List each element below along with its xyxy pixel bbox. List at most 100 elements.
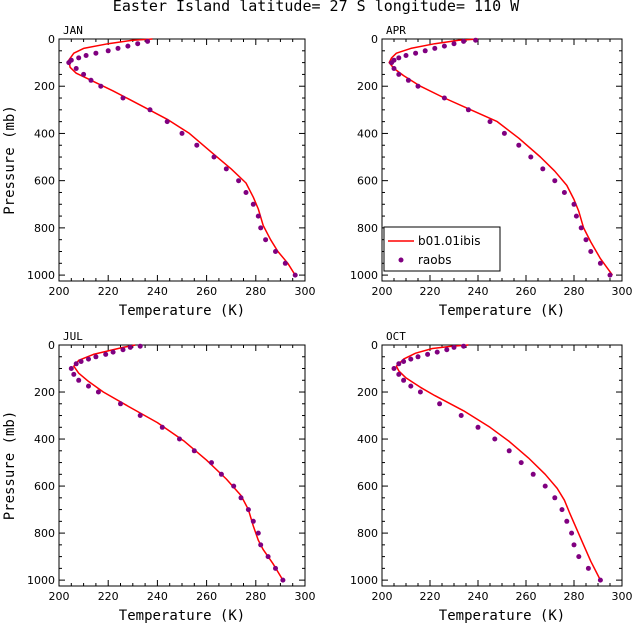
raobs-point: [408, 383, 414, 389]
x-axis-title: Temperature (K): [439, 608, 565, 624]
raobs-point: [258, 225, 264, 231]
raobs-point: [458, 413, 464, 418]
x-tick-label: 200: [372, 590, 393, 603]
raobs-point: [250, 201, 256, 207]
x-tick-label: 240: [468, 590, 489, 603]
raobs-point: [607, 272, 613, 278]
y-tick-label: 600: [357, 480, 378, 493]
raobs-point: [451, 344, 457, 350]
legend-point-swatch: [398, 257, 404, 263]
model-profile-line: [68, 38, 296, 276]
y-axis-title: Pressure (mb): [2, 105, 18, 215]
x-tick-label: 280: [564, 590, 585, 603]
raobs-point: [451, 41, 457, 47]
raobs-point: [585, 565, 591, 571]
raobs-point: [177, 436, 182, 442]
y-axis-title: Pressure (mb): [2, 411, 18, 521]
panel-label: APR: [386, 24, 406, 37]
x-axis-title: Temperature (K): [439, 303, 565, 319]
raobs-point: [118, 401, 123, 407]
y-tick-label: 400: [357, 433, 378, 446]
y-tick-label: 600: [34, 480, 55, 493]
x-tick-label: 260: [196, 285, 217, 298]
raobs-point: [396, 361, 402, 367]
raobs-point: [552, 178, 558, 184]
x-tick-label: 260: [516, 285, 537, 298]
raobs-point: [475, 424, 481, 430]
x-tick-label: 220: [420, 590, 441, 603]
raobs-point: [145, 38, 151, 44]
raobs-point: [86, 356, 91, 362]
panel-label: JAN: [63, 24, 83, 37]
raobs-point: [391, 66, 397, 71]
y-tick-label: 1000: [27, 574, 55, 587]
raobs-point: [93, 50, 99, 56]
raobs-point: [223, 166, 229, 172]
raobs-point: [516, 142, 522, 148]
raobs-point: [76, 55, 82, 61]
y-tick-label: 0: [48, 339, 55, 352]
y-tick-label: 1000: [27, 269, 55, 282]
x-axis-title: Temperature (K): [119, 303, 245, 319]
raobs-point: [415, 83, 421, 89]
raobs-point: [403, 53, 409, 58]
raobs-point: [78, 359, 84, 364]
x-tick-label: 200: [49, 590, 70, 603]
figure-title: Easter Island latitude= 27 S longitude= …: [113, 0, 520, 15]
raobs-point: [159, 424, 165, 430]
raobs-point: [86, 383, 91, 389]
x-tick-label: 300: [295, 285, 316, 298]
raobs-point: [238, 495, 244, 501]
x-tick-label: 240: [468, 285, 489, 298]
x-tick-label: 280: [564, 285, 585, 298]
y-tick-label: 0: [371, 33, 378, 46]
raobs-point: [255, 530, 261, 536]
raobs-point: [461, 38, 467, 44]
raobs-point: [115, 45, 121, 51]
raobs-point: [578, 225, 584, 231]
model-profile-line: [395, 344, 602, 581]
raobs-point: [147, 107, 153, 113]
y-tick-label: 800: [357, 527, 378, 540]
raobs-point: [432, 45, 438, 51]
raobs-point: [487, 119, 493, 125]
raobs-point: [81, 71, 87, 77]
x-tick-label: 280: [245, 285, 266, 298]
raobs-point: [561, 190, 567, 195]
raobs-point: [583, 237, 589, 243]
y-tick-label: 200: [34, 80, 55, 93]
raobs-point: [127, 344, 133, 350]
raobs-point: [103, 351, 109, 357]
raobs-point: [405, 77, 411, 83]
y-tick-label: 0: [371, 339, 378, 352]
raobs-point: [571, 201, 577, 207]
y-tick-label: 400: [34, 433, 55, 446]
legend-label-model: b01.01ibis: [418, 234, 481, 248]
raobs-point: [236, 178, 242, 184]
raobs-point: [542, 483, 548, 489]
raobs-point: [68, 366, 74, 371]
raobs-point: [437, 401, 443, 407]
raobs-point: [396, 71, 402, 77]
x-tick-label: 240: [147, 285, 168, 298]
raobs-point: [434, 349, 440, 355]
y-tick-label: 200: [357, 80, 378, 93]
x-tick-label: 220: [420, 285, 441, 298]
raobs-point: [441, 95, 447, 101]
raobs-point: [597, 577, 603, 583]
raobs-point: [164, 119, 170, 125]
raobs-point: [571, 542, 577, 548]
raobs-point: [528, 154, 534, 160]
raobs-point: [501, 130, 507, 136]
raobs-point: [576, 554, 582, 560]
raobs-point: [243, 190, 249, 195]
raobs-point: [93, 354, 99, 360]
raobs-point: [273, 249, 278, 254]
raobs-point: [98, 83, 104, 89]
raobs-point: [444, 347, 450, 353]
raobs-point: [120, 95, 126, 101]
raobs-point: [137, 343, 143, 349]
raobs-point: [413, 50, 419, 56]
raobs-point: [401, 377, 407, 383]
raobs-point: [194, 142, 200, 148]
